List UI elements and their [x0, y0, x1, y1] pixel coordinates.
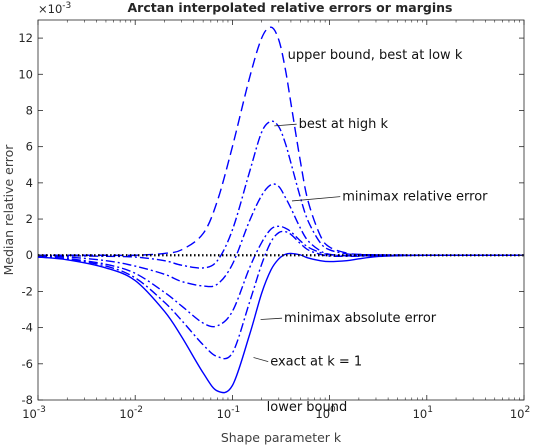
y-tick-label: 0: [26, 248, 33, 262]
series-line-exact-at-k-1: [37, 230, 525, 360]
axis-ticks: 10-3 10-2 10-1 100 101 102 -8 -6 -4 -2 0 2 4 6 8 10 12: [18, 20, 530, 421]
x-tick-label: 10-1: [217, 405, 241, 421]
y-axis-exponent-label: ×10-3: [38, 1, 71, 16]
annotation-label: lower bound: [267, 400, 348, 415]
annotation-label: exact at k = 1: [270, 355, 362, 370]
y-tick-label: 6: [26, 140, 33, 154]
annotation-label: upper bound, best at low k: [288, 48, 463, 63]
x-tick-label: 100: [315, 405, 336, 421]
annotation-leader: [274, 123, 297, 127]
annotation-leader: [253, 357, 269, 363]
y-tick-label: -6: [22, 357, 33, 371]
series-line-best-at-high-k: [37, 120, 525, 269]
annotation-leader: [291, 196, 341, 202]
plot-area: [37, 26, 525, 394]
x-tick-label: 102: [510, 405, 530, 421]
y-tick-label: -8: [22, 393, 33, 407]
y-tick-label: 10: [18, 67, 33, 81]
x-axis-label: Shape parameter k: [221, 430, 342, 445]
series-line-lower-bound: [37, 252, 525, 394]
annotation-label: minimax relative error: [342, 190, 488, 205]
x-tick-label: 10-2: [119, 405, 143, 421]
annotation-leader: [260, 317, 283, 320]
y-tick-label: 2: [26, 212, 33, 226]
y-tick-label: -4: [22, 321, 33, 335]
chart-title: Arctan interpolated relative errors or m…: [128, 0, 453, 15]
y-tick-label: 4: [26, 176, 33, 190]
y-tick-label: 8: [26, 103, 33, 117]
y-tick-label: -2: [22, 284, 33, 298]
annotation-label: minimax absolute error: [284, 311, 437, 326]
x-tick-label: 10-3: [22, 405, 46, 421]
annotation-label: best at high k: [299, 117, 389, 132]
series-line-minimax-absolute-error: [37, 225, 525, 328]
y-tick-label: 12: [18, 31, 33, 45]
y-axis-label: Median relative error: [1, 144, 16, 276]
x-tick-label: 101: [413, 405, 433, 421]
plot-area-frame: [37, 19, 525, 401]
svg-text:×10-3: ×10-3: [38, 1, 71, 16]
annotations: upper bound, best at low k best at high k…: [253, 48, 488, 415]
